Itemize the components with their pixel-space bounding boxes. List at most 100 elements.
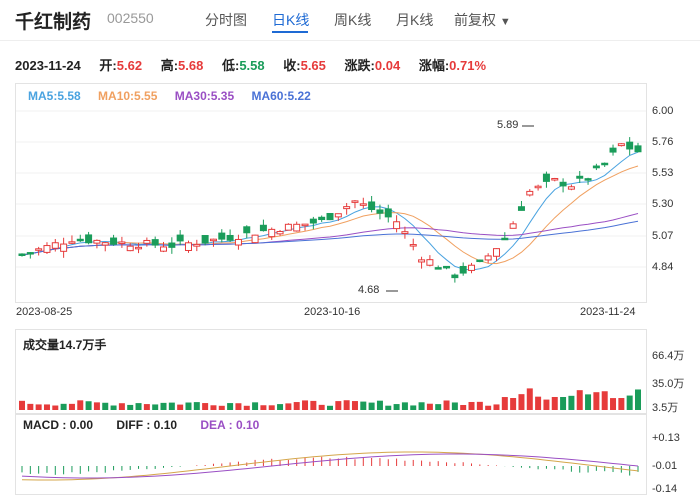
candle-body (551, 177, 559, 181)
volume-bar (551, 396, 558, 410)
candle-body (393, 221, 401, 230)
stock-header: 千红制药 002550 分时图 日K线 周K线 月K线 前复权 ▼ (0, 0, 700, 38)
volume-bar (476, 401, 483, 410)
candle-body (517, 206, 525, 211)
price-tick: 4.84 (652, 261, 674, 273)
candle-body (576, 175, 584, 179)
candle-body (592, 165, 600, 169)
volume-bar (435, 404, 442, 410)
high-value: 5.68 (178, 58, 204, 73)
volume-bar (526, 388, 533, 410)
candle-body (443, 265, 451, 269)
volume-panel[interactable] (15, 329, 647, 415)
volume-bar (185, 402, 192, 410)
active-tab-indicator (272, 31, 308, 33)
volume-bar (585, 394, 592, 410)
volume-bar (318, 404, 325, 410)
candle-body (18, 253, 26, 256)
candle-body (384, 208, 392, 218)
price-tick: 6.00 (652, 105, 674, 117)
candle-body (501, 237, 509, 241)
tab-daily-k[interactable]: 日K线 (272, 12, 310, 28)
candle-body (301, 223, 309, 227)
macd-tick: -0.01 (652, 460, 678, 472)
candle-body (476, 259, 484, 263)
kline-panel[interactable] (15, 83, 647, 303)
volume-bar (351, 401, 358, 410)
volume-bar (493, 404, 500, 410)
volume-bar (626, 395, 633, 410)
candle-body (468, 264, 476, 271)
candle-body (418, 259, 426, 263)
volume-bar (451, 402, 458, 410)
volume-bar (568, 395, 575, 410)
volume-bar (60, 403, 67, 410)
diff-label: DIFF : 0.10 (116, 418, 178, 432)
candle-body (93, 239, 101, 244)
volume-bar (343, 400, 350, 410)
macd-plot (21, 451, 639, 481)
candle-body (526, 190, 534, 196)
volume-bar (560, 397, 567, 410)
volume-bar (310, 400, 317, 410)
candle-body (118, 241, 126, 245)
candle-body (193, 243, 201, 247)
ma60-label: MA60:5.22 (251, 89, 311, 103)
volume-bar (485, 405, 492, 410)
volume-bar (19, 400, 25, 410)
volume-tick: 3.5万 (652, 402, 679, 414)
volume-bar (127, 404, 134, 410)
volume-bar (327, 405, 333, 410)
candle-body (135, 246, 143, 250)
dea-line (21, 453, 639, 479)
macd-panel[interactable] (15, 413, 647, 495)
macd-legend: MACD : 0.00 DIFF : 0.10 DEA : 0.10 (23, 418, 279, 432)
candle-body (151, 239, 159, 246)
candle-body (85, 234, 93, 244)
date-tick: 2023-10-16 (304, 306, 361, 318)
candle-body (60, 243, 68, 252)
volume-tick: 35.0万 (652, 378, 685, 390)
adjust-label: 前复权 (454, 12, 496, 28)
adjust-dropdown[interactable]: 前复权 ▼ (454, 10, 511, 30)
candle-body (409, 244, 417, 247)
candle-body (484, 255, 492, 261)
tab-timeshare[interactable]: 分时图 (205, 12, 247, 28)
candle-body (492, 248, 500, 257)
volume-bar (635, 389, 641, 410)
volume-bar (252, 402, 259, 410)
candle-body (126, 245, 134, 252)
candle-body (334, 213, 342, 218)
volume-bars (19, 388, 641, 410)
candle-body (459, 265, 467, 274)
volume-bar (235, 403, 242, 410)
candle-body (351, 200, 359, 203)
tab-monthly-k[interactable]: 月K线 (396, 12, 434, 28)
volume-bar (618, 398, 625, 410)
open-value: 5.62 (116, 58, 143, 73)
candle-body (601, 162, 609, 166)
candlesticks (18, 137, 642, 283)
macd-tick: -0.14 (652, 483, 678, 495)
candle-body (176, 234, 184, 242)
price-tick: 5.07 (652, 230, 674, 242)
volume-bar (160, 402, 167, 410)
volume-bar (43, 404, 50, 410)
candle-body (276, 231, 284, 235)
candle-body (226, 234, 234, 241)
quote-date: 2023-11-24 (15, 58, 81, 73)
volume-bar (202, 403, 209, 410)
candle-body (626, 141, 634, 150)
low-value: 5.58 (239, 58, 265, 73)
volume-bar (393, 404, 400, 410)
volume-bar (52, 405, 59, 410)
candle-body (451, 274, 459, 279)
tab-weekly-k[interactable]: 周K线 (334, 12, 372, 28)
volume-bar (168, 402, 175, 410)
candle-body (43, 245, 51, 253)
candle-body (35, 248, 43, 251)
candle-body (343, 206, 351, 210)
price-tick: 5.30 (652, 198, 674, 210)
change-label: 涨跌: (344, 58, 375, 73)
